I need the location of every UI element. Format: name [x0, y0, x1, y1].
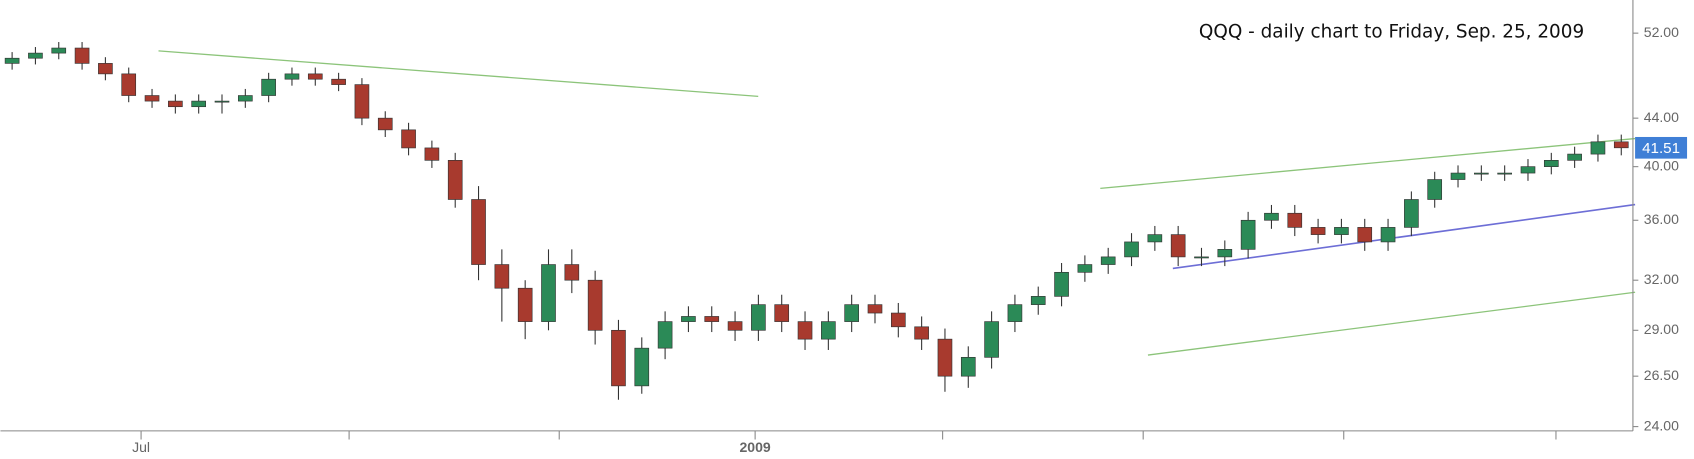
candle-body: [1427, 179, 1443, 200]
candle-body: [1240, 219, 1256, 250]
candle-body: [1613, 141, 1629, 149]
candle-body: [284, 73, 300, 80]
y-tick-label: 24.00: [1644, 417, 1679, 433]
candle-body: [634, 347, 650, 387]
y-tick-label: 52.00: [1644, 24, 1679, 40]
candle-body: [28, 52, 43, 59]
candle-body: [1310, 227, 1326, 235]
candle-body: [517, 287, 533, 322]
chart-title: QQQ - daily chart to Friday, Sep. 25, 20…: [1199, 21, 1584, 42]
candle-body: [867, 304, 883, 314]
candle-body: [1357, 227, 1373, 243]
candle-body: [1264, 212, 1279, 221]
candle-body: [237, 95, 253, 102]
candle-body: [494, 264, 510, 289]
candle-body: [821, 321, 836, 340]
candle-body: [261, 78, 276, 96]
candle-body: [1543, 160, 1559, 167]
candle-body: [354, 84, 370, 119]
candle-body: [144, 95, 160, 102]
candle-body: [1194, 256, 1209, 259]
candle-body: [797, 321, 813, 340]
candle-body: [611, 329, 626, 387]
candle-body: [1030, 296, 1046, 305]
candle-body: [1100, 256, 1116, 265]
candle-body: [681, 316, 696, 322]
candle-body: [401, 129, 416, 149]
candle-body: [1170, 234, 1186, 258]
candle-body: [214, 100, 230, 103]
candle-body: [890, 312, 906, 328]
candle-body: [1450, 172, 1466, 180]
candle-body: [587, 279, 603, 331]
last-price-box: [1635, 136, 1688, 159]
trend-line: [158, 50, 759, 97]
candle-body: [727, 321, 743, 331]
candle-body: [1474, 172, 1489, 175]
candle-body: [1054, 271, 1069, 297]
candle-body: [331, 78, 346, 85]
candle-body: [1590, 141, 1606, 155]
candle-body: [564, 264, 580, 281]
candle-body: [307, 73, 323, 80]
candle-body: [657, 321, 673, 349]
candle-body: [168, 100, 183, 108]
candle-body: [4, 57, 20, 64]
candle-body: [844, 304, 859, 322]
candle-body: [1497, 172, 1512, 175]
y-tick-label: 32.00: [1644, 271, 1679, 287]
candle-body: [447, 160, 463, 200]
candle-body: [51, 47, 67, 54]
candle-body: [541, 264, 556, 322]
candle-body: [1380, 227, 1396, 243]
candle-body: [1147, 234, 1163, 243]
trend-line: [1147, 291, 1636, 356]
candle-body: [1404, 199, 1419, 228]
candle-body: [98, 63, 113, 75]
candle-body: [121, 73, 137, 96]
candle-body: [704, 316, 720, 322]
y-tick-label: 44.00: [1644, 109, 1679, 125]
candle-body: [1007, 304, 1023, 322]
candle-body: [960, 356, 976, 377]
last-price-label: 41.51: [1642, 140, 1680, 157]
trend-line: [1100, 137, 1636, 190]
x-tick-label: 2009: [739, 439, 770, 455]
y-tick-label: 29.00: [1644, 321, 1679, 337]
x-tick-label: Jul: [132, 439, 150, 455]
y-tick-label: 26.50: [1644, 367, 1679, 383]
candle-body: [984, 321, 999, 358]
candle-body: [1287, 212, 1303, 228]
candle-body: [751, 304, 766, 331]
candle-body: [1217, 249, 1233, 258]
candle-body: [74, 47, 90, 64]
candle-body: [377, 117, 393, 131]
y-tick-label: 40.00: [1644, 157, 1679, 173]
candle-body: [471, 199, 486, 265]
candle-body: [424, 147, 440, 161]
candle-body: [191, 100, 206, 108]
candle-body: [914, 326, 929, 340]
y-tick-label: 36.00: [1644, 211, 1679, 227]
candle-body: [1520, 166, 1536, 174]
candle-body: [774, 304, 790, 322]
candle-body: [1334, 227, 1349, 235]
candle-body: [937, 338, 953, 377]
candle-body: [1567, 153, 1582, 161]
trend-line: [1172, 203, 1636, 270]
candle-body: [1124, 241, 1139, 258]
candle-body: [1077, 264, 1093, 273]
